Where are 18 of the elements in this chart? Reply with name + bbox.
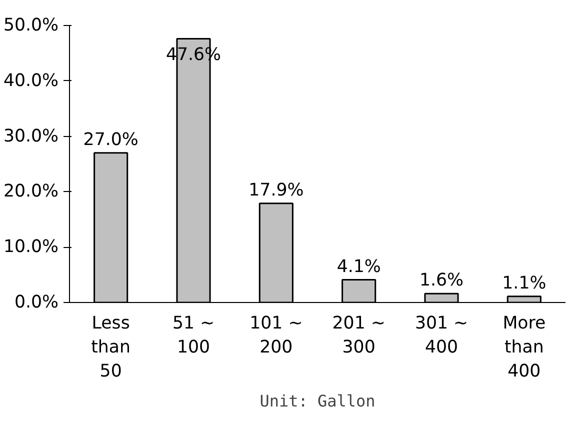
y-tick-label: 30.0% bbox=[3, 126, 59, 146]
x-tick-label: 51 ~ 100 bbox=[172, 314, 215, 358]
y-tick-label: 0.0% bbox=[14, 292, 59, 312]
x-tick-label: 101 ~ 200 bbox=[250, 314, 303, 358]
data-label: 17.9% bbox=[248, 180, 304, 200]
y-tick-label: 40.0% bbox=[3, 70, 59, 91]
data-label: 27.0% bbox=[83, 130, 138, 150]
x-tick-label: 301 ~ 400 bbox=[414, 314, 468, 358]
data-label: 1.1% bbox=[502, 273, 546, 294]
data-label: 1.6% bbox=[419, 270, 464, 291]
y-tick-label: 50.0% bbox=[3, 16, 59, 36]
text: Unit: Gallon bbox=[260, 392, 376, 410]
x-tick-label: Less than 50 bbox=[91, 314, 131, 382]
x-tick-label: More than 400 bbox=[502, 314, 546, 382]
data-label: 4.1% bbox=[336, 256, 381, 277]
y-tick-label: 10.0% bbox=[3, 237, 59, 258]
y-tick-label: 20.0% bbox=[3, 182, 59, 202]
x-tick-label: 201 ~ 300 bbox=[332, 314, 386, 358]
